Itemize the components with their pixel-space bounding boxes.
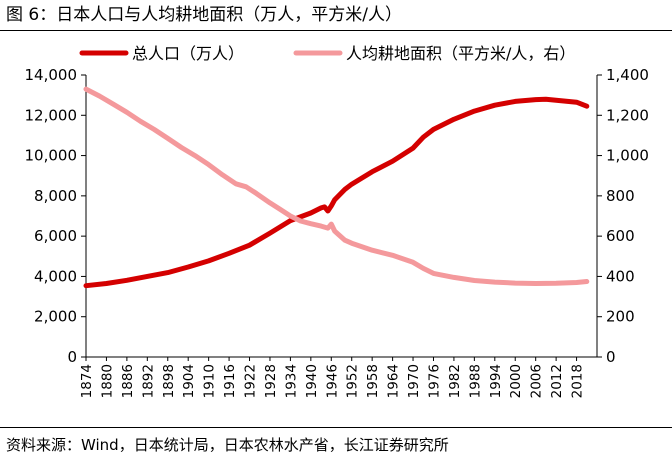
title-divider	[0, 30, 672, 31]
y-left-tick-label: 6,000	[34, 227, 77, 245]
y-right-tick-label: 800	[606, 187, 635, 205]
legend-label: 总人口（万人）	[132, 44, 244, 63]
total-population-line	[83, 96, 590, 289]
y-right-tick-label: 400	[606, 267, 635, 285]
x-tick-label: 1892	[140, 364, 156, 398]
figure-title: 图 6：日本人口与人均耕地面积（万人，平方米/人）	[6, 5, 402, 25]
x-tick-label: 1976	[426, 364, 442, 398]
x-tick-label: 1928	[263, 364, 279, 398]
source-divider	[0, 427, 672, 428]
y-left-tick-label: 0	[67, 348, 77, 366]
figure-source: 资料来源：Wind，日本统计局，日本农林水产省，长江证券研究所	[6, 436, 449, 454]
x-tick-label: 1988	[467, 364, 483, 398]
y-right-tick-label: 1,400	[606, 66, 649, 84]
x-tick-label: 2018	[570, 364, 586, 398]
legend-label: 人均耕地面积（平方米/人，右）	[346, 44, 575, 63]
y-left-tick-label: 10,000	[25, 147, 78, 165]
y-left-tick-label: 2,000	[34, 308, 77, 326]
y-right-tick-label: 200	[606, 308, 635, 326]
chart-legend: 总人口（万人） 人均耕地面积（平方米/人，右）	[79, 44, 575, 63]
x-tick-label: 1952	[345, 364, 361, 398]
x-tick-label: 1940	[304, 364, 320, 398]
x-tick-label: 1958	[365, 364, 381, 398]
x-tick-label: 1904	[181, 364, 197, 398]
y-left-tick-label: 12,000	[25, 106, 78, 124]
y-left-tick-label: 14,000	[25, 66, 78, 84]
chart-axes: 0 2,000 4,000 6,000 8,000 10,000 12,000 14,000 0…	[25, 66, 649, 398]
x-tick-label: 1880	[99, 364, 115, 398]
y-left-tick-label: 4,000	[34, 267, 77, 285]
farmland-per-capita-line	[83, 86, 590, 286]
x-tick-label: 1964	[386, 364, 402, 398]
y-left-tick-label: 8,000	[34, 187, 77, 205]
y-right-tick-label: 600	[606, 227, 635, 245]
x-tick-label: 1946	[324, 364, 340, 398]
y-right-tick-label: 0	[606, 348, 616, 366]
y-right-tick-label: 1,200	[606, 106, 649, 124]
y-right-tick-label: 1,000	[606, 147, 649, 165]
x-tick-label: 1898	[161, 364, 177, 398]
x-tick-label: 1934	[283, 364, 299, 398]
x-tick-label: 1994	[488, 364, 504, 398]
x-tick-label: 1886	[120, 364, 136, 398]
x-tick-label: 2012	[549, 364, 565, 398]
x-tick-label: 1970	[406, 364, 422, 398]
x-tick-label: 2006	[529, 364, 545, 398]
x-tick-label: 1910	[202, 364, 218, 398]
x-tick-label: 1916	[222, 364, 238, 398]
x-tick-label: 2000	[508, 364, 524, 398]
x-tick-label: 1982	[447, 364, 463, 398]
x-tick-label: 1922	[243, 364, 259, 398]
chart-series	[83, 86, 590, 289]
x-tick-label: 1874	[79, 364, 95, 398]
